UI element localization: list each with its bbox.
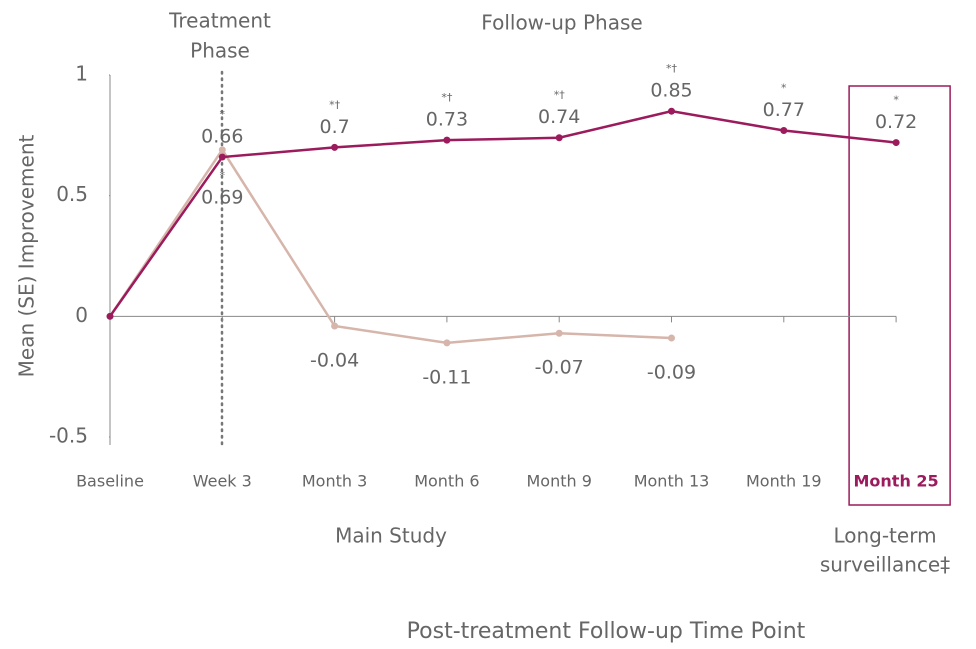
x-tick-label: Month 6 [414,472,479,491]
phase-label: Treatment [168,9,271,33]
value-label: 0.77 [763,99,805,121]
x-tick-label: Month 25 [854,472,939,491]
point [555,134,563,142]
y-tick-label: 0.5 [56,182,88,206]
significance-marker: * [220,108,226,121]
significance-marker: *† [329,98,341,111]
point [555,329,563,337]
y-tick-label: 0 [75,303,88,327]
phase-label: Phase [190,39,250,63]
series-line [108,147,672,345]
y-tick-label: 1 [75,62,88,86]
significance-marker: * [781,82,787,95]
section-label: Long-term [833,524,936,548]
value-label: -0.07 [535,357,584,379]
value-label: 0.73 [426,109,468,131]
value-label: 0.7 [319,116,349,138]
point [443,339,451,347]
value-label: -0.04 [310,349,359,371]
point [331,143,339,151]
value-label: -0.09 [647,362,696,384]
value-label: 0.72 [875,111,917,133]
x-tick-label: Month 19 [746,472,822,491]
point [106,312,114,320]
point [331,322,339,330]
x-tick-label: Month 9 [526,472,591,491]
x-axis-label: Post-treatment Follow-up Time Point [407,619,806,644]
point [892,139,900,147]
point [668,334,675,342]
significance-marker: * [893,94,899,107]
x-tick-label: Baseline [76,472,144,491]
point [218,153,226,161]
significance-marker: *† [441,91,453,104]
point [780,127,788,135]
phase-label: Follow-up Phase [481,11,642,35]
value-label: 0.85 [650,80,692,102]
x-tick-label: Month 13 [634,472,710,491]
significance-marker: * [220,169,226,182]
series-line [108,109,897,318]
x-tick-label: Month 3 [302,472,367,491]
section-label: Main Study [335,524,447,548]
y-axis-label: Mean (SE) Improvement [15,135,39,378]
value-label: 0.69 [201,186,243,208]
value-label: 0.66 [201,126,243,148]
x-tick-label: Week 3 [193,472,252,491]
section-label: surveillance‡ [820,553,950,577]
point [218,146,226,154]
highlight-box [848,85,951,506]
point [668,107,675,115]
y-tick-label: -0.5 [49,424,88,448]
value-label: 0.74 [538,106,580,128]
point [443,136,451,144]
value-label: -0.11 [422,366,471,388]
significance-marker: *† [666,62,678,75]
significance-marker: *† [554,89,566,102]
